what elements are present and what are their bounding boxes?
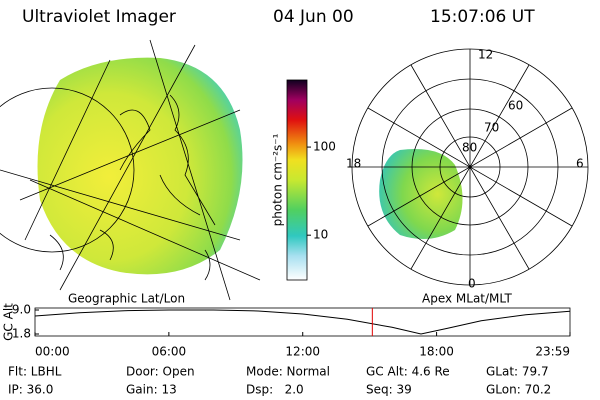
status-field: Dsp: 2.0 bbox=[246, 383, 304, 397]
mlat-label: 70 bbox=[484, 121, 499, 135]
x-tick-label: 06:00 bbox=[152, 345, 187, 359]
polar-plot bbox=[351, 48, 589, 286]
status-field: GC Alt: 4.6 Re bbox=[366, 365, 450, 379]
x-tick-label: 23:59 bbox=[535, 345, 570, 359]
mlt-label: 6 bbox=[576, 157, 584, 171]
colorbar-tick-label: 10 bbox=[313, 228, 328, 242]
status-field: Mode: Normal bbox=[246, 365, 330, 379]
x-tick-label: 00:00 bbox=[35, 345, 70, 359]
x-tick-label: 18:00 bbox=[419, 345, 454, 359]
date: 04 Jun 00 bbox=[273, 7, 354, 27]
mlt-label: 12 bbox=[478, 48, 493, 62]
status-field: Seq: 39 bbox=[366, 383, 412, 397]
panel-label: Apex MLat/MLT bbox=[422, 292, 512, 306]
mlat-label: 80 bbox=[462, 141, 477, 155]
mlt-label: 0 bbox=[468, 277, 476, 291]
status-field: Flt: LBHL bbox=[8, 365, 62, 379]
plot-frame bbox=[34, 307, 571, 337]
panel-label: Geographic Lat/Lon bbox=[68, 292, 185, 306]
altitude-line bbox=[34, 309, 571, 335]
x-tick-label: 12:00 bbox=[285, 345, 320, 359]
mlat-label: 60 bbox=[508, 99, 523, 113]
status-field: GLat: 79.7 bbox=[486, 365, 549, 379]
geographic-image bbox=[0, 39, 261, 301]
colorbar bbox=[286, 79, 308, 281]
time: 15:07:06 UT bbox=[430, 7, 535, 27]
status-field: Door: Open bbox=[126, 365, 195, 379]
colorbar-tick-label: 100 bbox=[313, 140, 336, 154]
colorbar-label: photon cm⁻²s⁻¹ bbox=[271, 133, 285, 226]
mlt-label: 18 bbox=[346, 157, 361, 171]
status-field: GLon: 70.2 bbox=[486, 383, 551, 397]
status-field: IP: 36.0 bbox=[8, 383, 53, 397]
y-tick-label: 1.8 bbox=[12, 327, 31, 341]
y-tick-label: 9.0 bbox=[12, 303, 31, 317]
title: Ultraviolet Imager bbox=[22, 7, 176, 27]
y-axis-label: GC Alt bbox=[2, 303, 16, 341]
status-field: Gain: 13 bbox=[126, 383, 177, 397]
